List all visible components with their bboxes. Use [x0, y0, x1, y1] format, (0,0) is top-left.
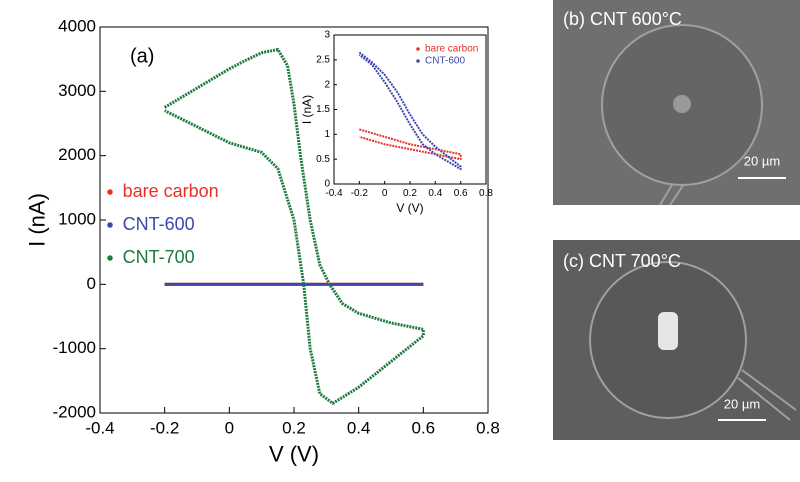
panel-c: 20 µm (c) CNT 700°C	[553, 240, 800, 440]
legend-marker	[107, 255, 113, 261]
y-tick-label: 0	[87, 274, 96, 293]
y-tick-label: 0	[324, 179, 330, 190]
legend-label: bare carbon	[425, 44, 478, 55]
y-tick-label: 0.5	[316, 154, 330, 165]
panel-label: (c) CNT 700°C	[563, 251, 681, 271]
legend-marker	[416, 47, 420, 51]
y-tick-label: 2.5	[316, 54, 330, 65]
x-axis-label: V (V)	[269, 441, 319, 466]
legend-label: CNT-700	[123, 247, 195, 267]
series-line	[163, 48, 425, 405]
x-axis-label: V (V)	[396, 201, 423, 215]
panel-b: 20 µm (b) CNT 600°C	[553, 0, 800, 206]
series-line	[359, 128, 462, 161]
x-tick-label: 0.8	[479, 188, 493, 199]
x-tick-label: 0.2	[403, 188, 417, 199]
panel-label: (b) CNT 600°C	[563, 9, 682, 29]
lead	[737, 369, 797, 421]
scale-label: 20 µm	[724, 396, 760, 411]
y-tick-label: 2000	[58, 145, 96, 164]
lead	[659, 183, 685, 206]
legend-marker	[416, 59, 420, 63]
x-tick-label: 0	[382, 188, 388, 199]
y-tick-label: 1.5	[316, 104, 330, 115]
x-tick-label: -0.4	[85, 419, 114, 438]
y-axis-label: I (nA)	[300, 95, 314, 124]
x-tick-label: -0.4	[325, 188, 343, 199]
x-tick-label: 0.6	[412, 419, 436, 438]
x-tick-label: 0.4	[428, 188, 442, 199]
series-line	[358, 51, 462, 171]
legend-label: CNT-600	[123, 214, 195, 234]
legend-label: bare carbon	[123, 181, 219, 201]
y-tick-label: -1000	[53, 338, 96, 357]
x-tick-label: 0.8	[476, 419, 500, 438]
y-tick-label: 1	[324, 129, 330, 140]
legend-marker	[107, 189, 113, 195]
x-tick-label: 0.2	[282, 419, 306, 438]
y-tick-label: -2000	[53, 402, 96, 421]
legend-marker	[107, 222, 113, 228]
x-tick-label: 0	[225, 419, 234, 438]
y-tick-label: 3	[324, 30, 330, 41]
panel-label: (a)	[130, 45, 154, 67]
x-tick-label: 0.6	[454, 188, 468, 199]
cnt	[673, 95, 691, 113]
x-tick-label: -0.2	[351, 188, 369, 199]
y-tick-label: 1000	[58, 209, 96, 228]
y-tick-label: 2	[324, 79, 330, 90]
scale-label: 20 µm	[744, 153, 780, 168]
y-tick-label: 3000	[58, 81, 96, 100]
x-tick-label: 0.4	[347, 419, 371, 438]
cnt	[658, 312, 678, 350]
y-tick-label: 4000	[58, 16, 96, 35]
y-axis-label: I (nA)	[25, 193, 50, 247]
x-tick-label: -0.2	[150, 419, 179, 438]
legend-label: CNT-600	[425, 56, 465, 67]
